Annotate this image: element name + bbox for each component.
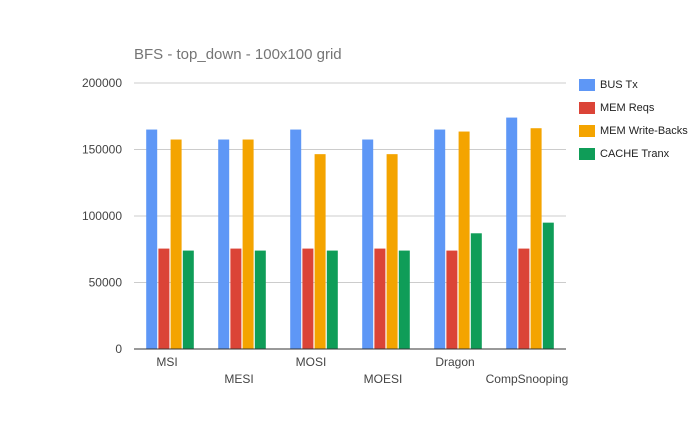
legend-item-cache-tranx: CACHE Tranx	[579, 147, 697, 162]
legend-swatch	[579, 102, 595, 114]
y-tick-label: 50000	[89, 276, 123, 290]
bar-bus-tx-mosi	[290, 129, 302, 349]
x-tick-label: MSI	[156, 355, 177, 369]
chart-title: BFS - top_down - 100x100 grid	[134, 46, 342, 63]
x-tick-label: MESI	[224, 372, 253, 386]
bar-mem-reqs-mosi	[302, 248, 314, 349]
x-tick-label: MOSI	[296, 355, 327, 369]
x-tick-label: MOESI	[364, 372, 403, 386]
legend-swatch	[579, 79, 595, 91]
bar-cache-tranx-moesi	[398, 250, 410, 349]
y-axis-tick-labels: 0 50000 100000 150000 200000	[82, 76, 122, 356]
bar-mem-reqs-moesi	[374, 248, 386, 349]
legend: BUS Tx MEM Reqs MEM Write-Backs CACHE Tranx	[579, 78, 697, 170]
legend-label: BUS Tx	[600, 79, 638, 91]
legend-item-mem-write-backs: MEM Write-Backs	[579, 124, 697, 139]
y-tick-label: 150000	[82, 143, 122, 157]
bar-cache-tranx-mosi	[326, 250, 338, 349]
bar-mem-reqs-dragon	[446, 250, 458, 349]
bar-mem-write-backs-moesi	[386, 154, 398, 349]
bar-cache-tranx-dragon	[470, 233, 482, 349]
legend-label: MEM Write-Backs	[600, 125, 688, 137]
legend-label: MEM Reqs	[600, 102, 655, 114]
x-tick-label: CompSnooping	[486, 372, 569, 386]
y-tick-label: 100000	[82, 209, 122, 223]
bar-cache-tranx-mesi	[254, 250, 266, 349]
bar-mem-reqs-mesi	[230, 248, 242, 349]
legend-item-bus-tx: BUS Tx	[579, 78, 697, 93]
legend-label: CACHE Tranx	[600, 148, 670, 160]
bar-mem-write-backs-compsnooping	[530, 128, 542, 349]
y-tick-label: 200000	[82, 76, 122, 90]
bar-bus-tx-moesi	[362, 139, 374, 349]
bar-mem-write-backs-mosi	[314, 154, 326, 349]
bar-mem-write-backs-dragon	[458, 131, 470, 349]
bar-bus-tx-dragon	[434, 129, 446, 349]
bar-bus-tx-mesi	[218, 139, 230, 349]
bar-bus-tx-msi	[146, 129, 158, 349]
legend-swatch	[579, 148, 595, 160]
bar-mem-write-backs-msi	[170, 139, 182, 349]
bar-cache-tranx-compsnooping	[542, 222, 554, 349]
bar-cache-tranx-msi	[182, 250, 194, 349]
gridlines	[134, 82, 566, 283]
x-tick-label: Dragon	[435, 355, 474, 369]
bars	[146, 117, 554, 349]
bar-mem-write-backs-mesi	[242, 139, 254, 349]
legend-item-mem-reqs: MEM Reqs	[579, 101, 697, 116]
legend-swatch	[579, 125, 595, 137]
bar-mem-reqs-msi	[158, 248, 170, 349]
y-tick-label: 0	[115, 342, 122, 356]
bar-bus-tx-compsnooping	[506, 117, 518, 349]
x-axis-tick-labels: MSI MESI MOSI MOESI Dragon CompSnooping	[156, 355, 568, 386]
bar-mem-reqs-compsnooping	[518, 248, 530, 349]
